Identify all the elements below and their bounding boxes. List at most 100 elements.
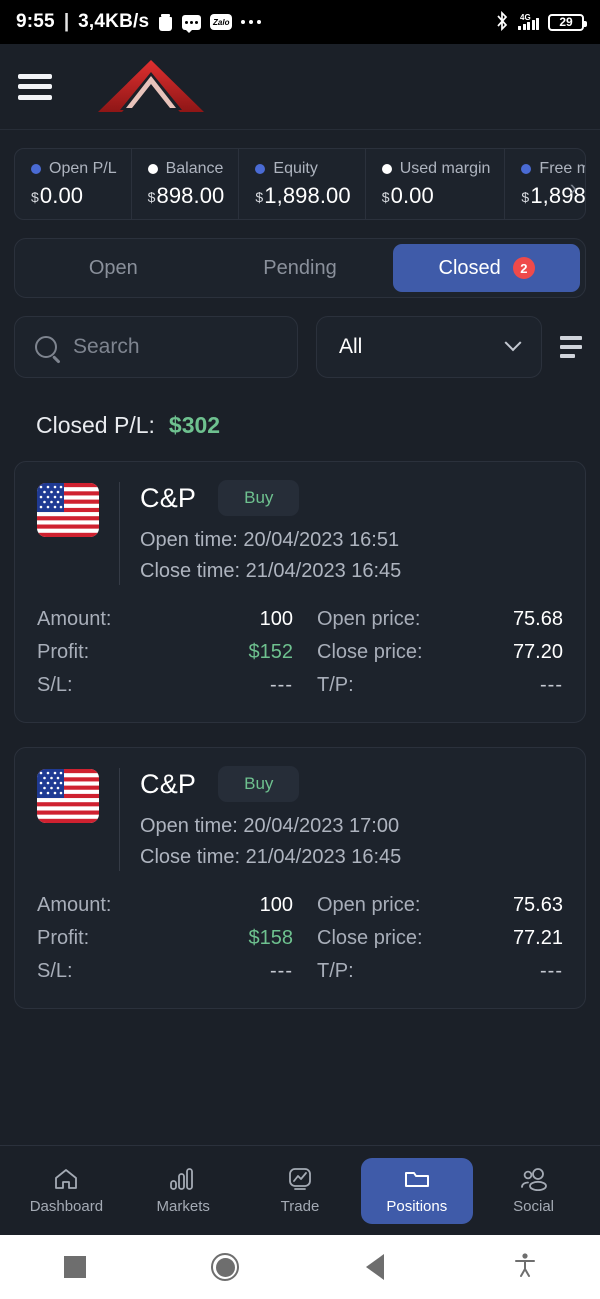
stat-open-pl: Open P/L $0.00 (15, 149, 132, 219)
close-price-value: 77.20 (512, 641, 563, 663)
hamburger-menu-icon[interactable] (18, 73, 52, 100)
take-profit-row: T/P: --- (307, 955, 563, 988)
closed-pl-value: $302 (168, 412, 221, 438)
amount-label: Amount: (37, 894, 112, 916)
battery-icon: 29 (548, 13, 587, 31)
stop-loss-value: --- (270, 960, 293, 982)
filter-row: Search All (14, 316, 586, 378)
open-price-value: 75.63 (512, 894, 563, 916)
stat-dot (255, 164, 266, 174)
open-price-row: Open price: 75.63 (307, 889, 563, 922)
home-icon (53, 1166, 79, 1192)
close-price-label: Close price: (317, 641, 423, 663)
stat-free-margin: Free margin $1,898.00 (505, 149, 585, 219)
position-card[interactable]: C&P Buy Open time: 20/04/2023 16:51 Clos… (14, 461, 586, 723)
close-time-value: 21/04/2023 16:45 (245, 560, 402, 582)
stat-dot (521, 164, 532, 174)
filter-select-value: All (339, 335, 363, 358)
nav-item-trade[interactable]: Trade (244, 1158, 356, 1224)
trash-icon (158, 13, 173, 31)
system-status-bar: 9:55 | 3,4KB/s Zalo 4G 29 (0, 0, 600, 44)
take-profit-label: T/P: (317, 674, 354, 696)
home-button[interactable] (150, 1253, 300, 1281)
profit-label: Profit: (37, 927, 90, 949)
filter-select[interactable]: All (316, 316, 542, 378)
nav-label: Trade (280, 1198, 320, 1215)
sort-filter-icon[interactable] (560, 336, 586, 358)
position-side-badge: Buy (218, 766, 300, 802)
recents-button[interactable] (0, 1256, 150, 1278)
status-time: 9:55 (16, 11, 55, 32)
take-profit-row: T/P: --- (307, 669, 563, 702)
nav-item-social[interactable]: Social (478, 1158, 590, 1224)
closed-pl-summary: Closed P/L: $302 (36, 412, 600, 439)
bars-icon (169, 1166, 197, 1192)
profit-row: Profit: $152 (37, 636, 293, 669)
tab-open[interactable]: Open (20, 244, 207, 292)
triangle-back-icon (366, 1254, 384, 1280)
zalo-icon: Zalo (210, 14, 233, 30)
stat-amount: 0.00 (390, 183, 434, 208)
search-input[interactable]: Search (73, 335, 140, 358)
positions-tab-bar: Open Pending Closed 2 (14, 238, 586, 298)
open-time-label: Open time: (140, 529, 238, 551)
open-price-value: 75.68 (512, 608, 563, 630)
nav-label: Dashboard (29, 1198, 104, 1215)
positions-list: C&P Buy Open time: 20/04/2023 16:51 Clos… (14, 461, 586, 1009)
card-divider (119, 482, 120, 585)
amount-label: Amount: (37, 608, 112, 630)
search-field[interactable]: Search (14, 316, 298, 378)
take-profit-value: --- (540, 674, 563, 696)
folder-icon (403, 1166, 431, 1192)
tab-label: Closed (438, 256, 501, 279)
open-price-label: Open price: (317, 894, 421, 916)
stat-value: $0.00 (31, 183, 117, 209)
nav-label: Positions (386, 1198, 448, 1215)
profit-value: $152 (248, 641, 294, 663)
position-card[interactable]: C&P Buy Open time: 20/04/2023 17:00 Clos… (14, 747, 586, 1009)
us-flag-icon (37, 769, 99, 823)
status-separator: | (63, 11, 70, 32)
profit-row: Profit: $158 (37, 922, 293, 955)
chevron-down-icon (504, 334, 522, 352)
close-price-row: Close price: 77.21 (307, 922, 563, 955)
bottom-navigation-bar: Dashboard Markets Trade Position (0, 1145, 600, 1235)
accessibility-icon (513, 1252, 537, 1283)
position-side-badge: Buy (218, 480, 300, 516)
stat-label: Free margin (539, 160, 585, 177)
open-time-row: Open time: 20/04/2023 17:00 (140, 811, 563, 842)
position-symbol: C&P (140, 768, 197, 799)
position-details-grid: Amount: 100 Open price: 75.63 Profit: $1… (37, 889, 563, 988)
profit-value: $158 (248, 927, 294, 949)
accessibility-button[interactable] (450, 1252, 600, 1283)
nav-item-markets[interactable]: Markets (127, 1158, 239, 1224)
message-icon (182, 14, 202, 33)
square-recents-icon (64, 1256, 86, 1278)
signal-icon: 4G (518, 13, 539, 30)
close-time-row: Close time: 21/04/2023 16:45 (140, 842, 563, 873)
close-time-row: Close time: 21/04/2023 16:45 (140, 556, 563, 587)
amount-value: 100 (259, 894, 293, 916)
nav-item-dashboard[interactable]: Dashboard (10, 1158, 122, 1224)
stat-amount: 898.00 (156, 183, 225, 208)
close-price-row: Close price: 77.20 (307, 636, 563, 669)
account-stats-strip[interactable]: Open P/L $0.00 Balance $898.00 Equity $1… (14, 148, 586, 220)
amount-row: Amount: 100 (37, 603, 293, 636)
close-time-label: Close time: (140, 560, 241, 582)
currency-symbol: $ (255, 189, 264, 205)
nav-item-positions[interactable]: Positions (360, 1157, 473, 1224)
status-bar-left: 9:55 | 3,4KB/s Zalo (16, 11, 262, 33)
stat-dot (31, 164, 41, 174)
open-time-label: Open time: (140, 815, 238, 837)
back-button[interactable] (300, 1254, 450, 1280)
tab-pending[interactable]: Pending (207, 244, 394, 292)
currency-symbol: $ (147, 189, 156, 205)
stat-amount: 0.00 (39, 183, 84, 208)
account-stats-list: Open P/L $0.00 Balance $898.00 Equity $1… (15, 149, 585, 219)
tab-closed[interactable]: Closed 2 (393, 244, 581, 292)
close-price-label: Close price: (317, 927, 423, 949)
stat-balance: Balance $898.00 (132, 149, 240, 219)
open-price-row: Open price: 75.68 (307, 603, 563, 636)
stop-loss-value: --- (270, 674, 293, 696)
stat-value: $0.00 (382, 183, 491, 209)
